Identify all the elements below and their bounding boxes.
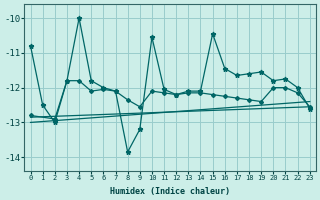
X-axis label: Humidex (Indice chaleur): Humidex (Indice chaleur) <box>110 187 230 196</box>
